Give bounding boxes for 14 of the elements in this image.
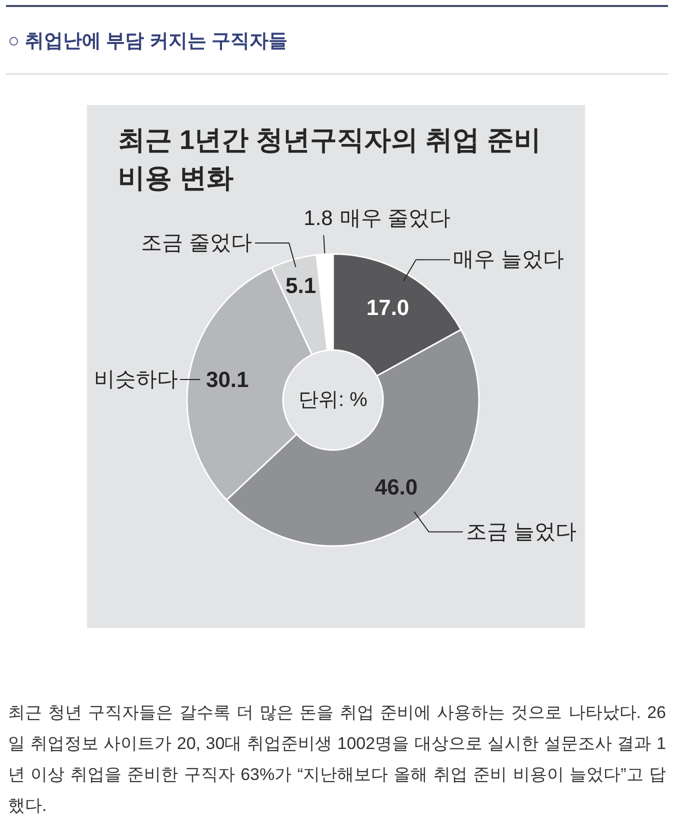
data-label: 5.1 (286, 272, 316, 298)
text: ○ 취업난에 부담 커지는 구직자들 (8, 31, 288, 52)
slice-label: 조금 늘었다 (466, 520, 577, 544)
data-label: 30.1 (206, 367, 249, 392)
text: 단위: % (298, 389, 368, 411)
data-label: 46.0 (374, 474, 418, 500)
data-label: 17.0 (366, 294, 410, 320)
chart-title: 최근 1년간 청년구직자의 취업 준비 비용 변화 (118, 124, 542, 195)
slice-label: 비슷하다 (94, 368, 178, 392)
slice-label: 조금 줄었다 (141, 232, 252, 255)
text: 최근 청년 구직자들은 갈수록 더 많은 돈을 취업 준비에 사용하는 것으로 나타났다. 26일 취업정보 사이트가 20, 30대 취업준비생 1002명을 대상으로 실시한 설문조사 결과 1년 이상 취업을 준비한 구직자 63%가 “지난해보다 올해 취업 준비 비용이 늘었다”고 답했다. (8, 702, 666, 817)
data-label: 1.8 (304, 206, 333, 230)
slice-label: 매우 줄었다 (340, 206, 451, 230)
slice-label: 매우 늘었다 (452, 248, 564, 272)
